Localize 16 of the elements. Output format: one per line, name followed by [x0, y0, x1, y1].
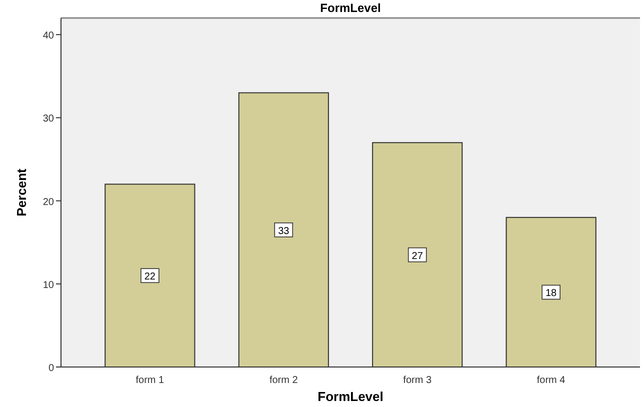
data-label: 18 [546, 288, 558, 300]
x-tick-label: form 3 [403, 375, 432, 386]
x-tick-label: form 1 [136, 375, 165, 386]
data-label: 22 [144, 272, 156, 283]
x-tick-label: form 2 [269, 375, 298, 386]
data-label: 27 [412, 250, 424, 262]
x-axis-title: FormLevel [318, 389, 384, 404]
y-axis-title: Percent [14, 168, 29, 216]
y-tick-label: 40 [42, 30, 54, 42]
y-tick-label: 20 [42, 196, 54, 208]
chart-title: FormLevel [320, 1, 381, 15]
y-tick-label: 0 [48, 363, 54, 374]
data-label: 33 [278, 226, 290, 237]
y-tick-label: 30 [42, 114, 54, 125]
y-tick-label: 10 [42, 280, 54, 291]
x-tick-label: form 4 [536, 375, 566, 386]
